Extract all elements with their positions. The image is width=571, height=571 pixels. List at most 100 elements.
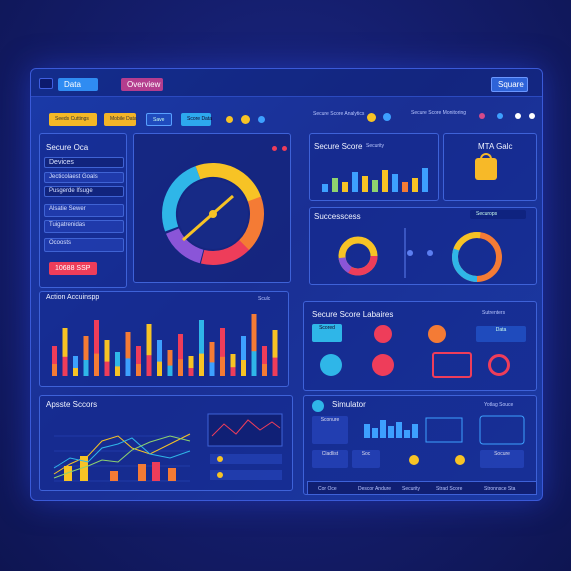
tab-data[interactable]: Data xyxy=(58,78,98,91)
left-panel: Secure Oca Devices Jecticolaest Goals Pu… xyxy=(39,133,127,288)
white-dot-icon xyxy=(515,113,521,119)
secure-score-small: Security xyxy=(366,143,385,149)
action-bar xyxy=(220,328,225,376)
left-item-1[interactable]: Jecticolaest Goals xyxy=(44,172,124,183)
left-item-3[interactable]: Alsatie Sewer xyxy=(44,204,124,217)
chip-score[interactable]: Score Data xyxy=(181,113,212,126)
pink-dot-icon xyxy=(479,113,485,119)
yellow-circle-icon xyxy=(367,113,376,122)
action-bar xyxy=(209,342,215,376)
action-bar xyxy=(62,328,68,376)
menu-icon[interactable] xyxy=(39,78,53,89)
actions-panel: Action Accuinspp Sculc xyxy=(39,291,289,387)
apps-line-chart xyxy=(53,413,283,482)
score-gauge xyxy=(162,163,264,265)
action-bar-segment xyxy=(146,355,152,376)
square-button[interactable]: Square xyxy=(491,77,528,92)
simulator-right-label: Yotlag Souce xyxy=(484,402,514,408)
label-ring xyxy=(488,354,510,376)
action-bar-segment xyxy=(52,364,57,376)
label-box-2[interactable]: Data xyxy=(476,326,526,342)
label-circle-3 xyxy=(320,354,342,376)
action-bar xyxy=(73,356,78,376)
action-bar-segment xyxy=(251,351,257,376)
left-item-4[interactable]: Tuigatrenidas xyxy=(44,220,124,233)
toolbar-right-text2: Secure Score Monitoring xyxy=(411,110,467,116)
action-bar xyxy=(241,336,246,376)
footer-3[interactable]: Security xyxy=(402,486,421,492)
yellow-dot-icon xyxy=(226,116,233,123)
sim-item-2[interactable]: Cladlist xyxy=(312,450,348,468)
action-bar xyxy=(167,350,173,376)
chip-save[interactable]: Save xyxy=(146,113,172,126)
labels-right-label: Sutrenters xyxy=(482,310,506,316)
score-bar xyxy=(422,168,428,192)
actions-title: Action Accuinspp xyxy=(46,294,100,301)
left-panel-title: Secure Oca xyxy=(46,143,89,152)
action-bar-segment xyxy=(115,366,120,376)
simulator-icon xyxy=(312,400,324,412)
bag-icon xyxy=(475,153,497,180)
action-bar-segment xyxy=(230,367,236,376)
action-bar xyxy=(146,324,152,376)
action-bar xyxy=(178,334,183,376)
toolbar-right-text1: Secure Score Analytics xyxy=(313,111,365,117)
action-bar xyxy=(157,340,162,376)
gauge-panel xyxy=(133,133,291,283)
sim-item-4[interactable]: Soc xyxy=(352,450,380,468)
action-bar xyxy=(272,330,278,376)
action-bar xyxy=(94,320,99,376)
sim-item-3[interactable]: Socure xyxy=(480,450,524,468)
label-circle-2 xyxy=(428,325,446,343)
top-bar: Data Overview Square xyxy=(31,69,542,97)
action-bar xyxy=(136,346,141,376)
score-badge: 10688 SSP xyxy=(49,262,97,275)
left-item-2[interactable]: Pusgerde Ifsuge xyxy=(44,186,124,197)
score-bar xyxy=(392,174,398,192)
footer-4[interactable]: Strad Score xyxy=(436,486,463,492)
dashboard-window: Data Overview Square Seeds Cuttings Mobi… xyxy=(30,68,543,501)
score-bar xyxy=(342,182,348,192)
chip-mobile[interactable]: Mobile Data xyxy=(104,113,137,126)
action-bar-segment xyxy=(241,360,246,376)
label-circle-4 xyxy=(372,354,394,376)
labels-panel: Secure Score Labaires Sutrenters Scored … xyxy=(303,301,537,391)
blue-dot-icon xyxy=(258,116,265,123)
actions-right-label: Sculc xyxy=(258,296,271,302)
simulator-panel: Simulator Yotlag Souce Sconure Cladlist … xyxy=(303,395,537,495)
action-bar-segment xyxy=(136,364,141,376)
success-title: Successcess xyxy=(314,212,361,221)
action-bar-segment xyxy=(178,359,183,376)
red-dot-icon-2 xyxy=(282,146,287,151)
label-frame xyxy=(432,352,472,378)
action-bar xyxy=(125,332,131,376)
action-bar xyxy=(52,346,57,376)
action-bar-segment xyxy=(272,357,278,376)
score-bar xyxy=(382,170,388,192)
success-panel: Successcess Securops xyxy=(309,207,537,285)
left-item-5[interactable]: Ocoosts xyxy=(44,238,124,252)
apps-title: Apsste Sccors xyxy=(46,400,98,409)
action-bar-segment xyxy=(83,360,89,376)
footer-2[interactable]: Descor Andure xyxy=(358,486,392,492)
devices-item[interactable]: Devices xyxy=(44,157,124,168)
chip-seeds[interactable]: Seeds Cuttings xyxy=(49,113,97,126)
tab-overview[interactable]: Overview xyxy=(121,78,163,91)
actions-bar-chart xyxy=(52,314,278,376)
lock-icon xyxy=(241,115,250,124)
action-bar-segment xyxy=(188,368,194,376)
label-box-1[interactable]: Scored xyxy=(312,324,342,342)
score-bar xyxy=(412,178,418,192)
action-bar xyxy=(83,336,89,376)
sim-item-1[interactable]: Sconure xyxy=(312,416,348,444)
mta-title: MTA Galc xyxy=(478,142,513,151)
success-right-label: Securops xyxy=(470,210,526,219)
red-dot-icon xyxy=(272,146,277,151)
footer-1[interactable]: Cor Oce xyxy=(318,486,337,492)
white-dot-icon-2 xyxy=(529,113,535,119)
footer-5[interactable]: Stronnsce Sta xyxy=(484,486,516,492)
secure-score-title: Secure Score xyxy=(314,142,363,151)
score-bar xyxy=(352,172,358,192)
footer-bar: Cor Oce Descor Andure Security Strad Sco… xyxy=(307,481,537,495)
action-bar-segment xyxy=(94,353,99,376)
